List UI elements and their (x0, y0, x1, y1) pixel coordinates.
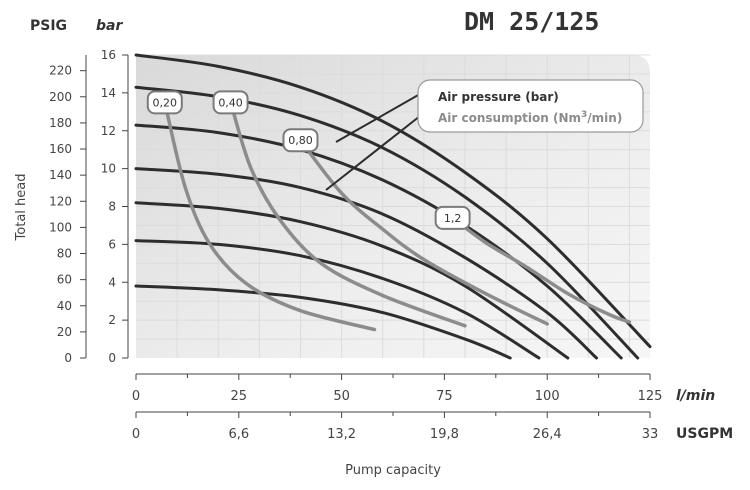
consumption-badge-label: 0,20 (153, 96, 178, 109)
consumption-badge-label: 0,40 (218, 96, 243, 109)
psig-tick-label: 20 (57, 325, 72, 339)
legend-pointer-consumption (325, 115, 421, 191)
usgpm-tick-label: 26,4 (533, 427, 562, 442)
usgpm-tick-label: 13,2 (327, 427, 356, 442)
consumption-badge-label: 1,2 (444, 212, 462, 225)
consumption-curves (163, 100, 632, 332)
bar-tick-label: 12 (101, 124, 116, 138)
air-consumption-curve (228, 100, 467, 328)
air-pressure-curve (134, 167, 598, 360)
psig-tick-label: 180 (49, 116, 72, 130)
consumption-badge (146, 90, 183, 115)
psig-tick-label: 0 (64, 351, 72, 365)
psig-tick-label: 160 (49, 142, 72, 156)
psig-tick-label: 120 (49, 194, 72, 208)
psig-tick-label: 80 (57, 247, 72, 261)
consumption-badge (282, 128, 319, 153)
bar-tick-label: 4 (108, 275, 116, 289)
legend-box (417, 79, 644, 133)
air-pressure-curve (134, 123, 623, 360)
legend-air-consumption: Air consumption (Nm3/min) (438, 110, 622, 125)
psig-tick-label: 220 (49, 64, 72, 78)
bar-tick-label: 16 (101, 48, 116, 62)
bar-unit-label: bar (96, 18, 123, 34)
psig-tick-group: 0 20 40 60 80 100 120 140 160 180 200 220 (49, 64, 86, 365)
lmin-tick-label: 125 (638, 389, 663, 404)
x-axis-title: Pump capacity (345, 463, 441, 478)
legend: Air pressure (bar) Air consumption (Nm3/… (325, 79, 644, 191)
x-tick-group: 0 25 50 75 100 125 0 6,6 13,2 19,8 26,4 33 (132, 374, 663, 442)
legend-pointer-pressure (335, 93, 421, 143)
psig-tick-label: 40 (57, 299, 72, 313)
psig-tick-label: 100 (49, 220, 72, 234)
bar-tick-label: 6 (108, 237, 116, 251)
air-pressure-curve (134, 284, 512, 360)
bar-tick-label: 14 (101, 86, 116, 100)
lmin-tick-label: 50 (333, 389, 350, 404)
bar-tick-label: 10 (101, 162, 116, 176)
usgpm-tick-label: 6,6 (228, 427, 249, 442)
consumption-badges: 0,20 0,40 0,80 1,2 (146, 90, 471, 230)
bar-tick-label: 0 (108, 351, 116, 365)
consumption-badge (212, 90, 249, 115)
air-pressure-curve (134, 201, 570, 360)
psig-unit-label: PSIG (30, 18, 67, 34)
usgpm-tick-label: 0 (132, 427, 140, 442)
psig-tick-label: 60 (57, 273, 72, 287)
consumption-badge-label: 0,80 (288, 134, 313, 147)
usgpm-tick-label: 33 (642, 427, 659, 442)
usgpm-tick-label: 19,8 (430, 427, 459, 442)
air-pressure-curve (134, 53, 652, 349)
lmin-tick-label: 25 (231, 389, 248, 404)
air-consumption-curve (450, 216, 632, 324)
air-consumption-curve (298, 138, 549, 326)
psig-tick-label: 200 (49, 90, 72, 104)
consumption-badge (434, 205, 471, 230)
lmin-tick-label: 75 (436, 389, 453, 404)
air-consumption-curve (163, 100, 377, 332)
lmin-unit-label: l/min (676, 388, 715, 404)
usgpm-unit-label: USGPM (676, 426, 733, 442)
psig-tick-label: 140 (49, 168, 72, 182)
bar-tick-label: 8 (108, 200, 116, 214)
y-axis-title: Total head (14, 174, 29, 242)
bar-tick-label: 2 (108, 313, 116, 327)
chart-title: DM 25/125 (464, 7, 599, 36)
lmin-tick-label: 0 (132, 389, 140, 404)
legend-air-pressure: Air pressure (bar) (438, 90, 559, 104)
lmin-tick-label: 100 (535, 389, 560, 404)
bar-tick-group: 0 2 4 6 8 10 12 14 16 (101, 48, 128, 365)
